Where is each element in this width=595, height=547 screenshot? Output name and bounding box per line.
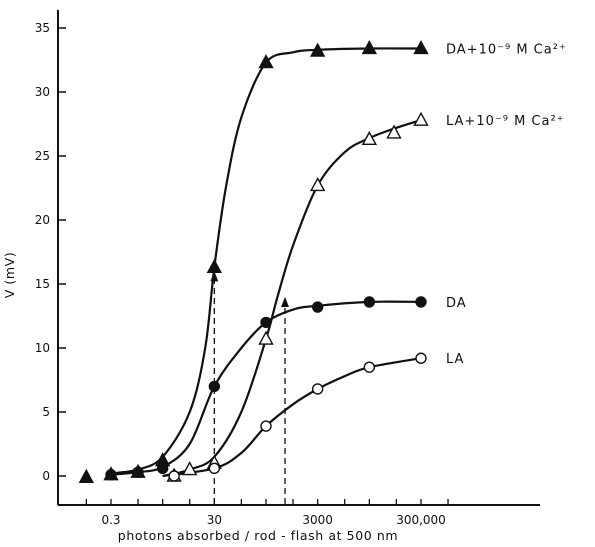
data-point-circle: [168, 470, 180, 482]
series-label-1: LA+10⁻⁹ M Ca²⁺: [446, 114, 565, 129]
y-tick-label: 5: [42, 405, 50, 419]
y-axis-title: V (mV): [2, 252, 17, 299]
data-point-triangle: [78, 468, 95, 483]
x-tick-label: 3000: [302, 513, 333, 527]
data-point-triangle: [361, 40, 378, 55]
x-axis-ticks: 0.3 30 3000 300,000: [85, 499, 449, 527]
series-curve-3: [162, 357, 422, 478]
data-point-circle: [415, 352, 427, 364]
series-label-2: DA: [446, 296, 467, 311]
y-tick-label: 20: [35, 213, 50, 227]
data-point-circle: [208, 462, 221, 475]
series-curves: [110, 47, 422, 478]
data-point-triangle: [309, 42, 326, 57]
series-curve-1: [162, 119, 422, 478]
y-tick-label: 25: [35, 149, 50, 163]
series-curve-2: [110, 300, 422, 476]
data-point-triangle: [182, 461, 198, 476]
data-point-triangle: [386, 124, 402, 139]
x-axis-title: photons absorbed / rod - flash at 500 nm: [118, 528, 398, 543]
data-point-circle: [132, 466, 144, 478]
y-tick-label: 30: [35, 85, 50, 99]
data-point-triangle: [413, 40, 429, 55]
series-label-0: DA+10⁻⁹ M Ca²⁺: [446, 42, 567, 57]
x-tick-label: 300,000: [396, 513, 446, 527]
data-point-triangle: [361, 130, 378, 146]
y-tick-label: 10: [35, 341, 50, 355]
data-point-circle: [363, 361, 376, 373]
y-axis-ticks: 0 5 10 15 20 25 30 35: [35, 21, 66, 483]
data-point-circle: [208, 380, 221, 393]
data-point-triangle: [258, 54, 274, 69]
data-point-circle: [260, 420, 272, 432]
data-point-circle: [260, 316, 272, 329]
data-point-circle: [363, 296, 376, 308]
axes: [57, 10, 540, 506]
data-point-triangle: [206, 258, 223, 274]
y-tick-label: 0: [42, 469, 50, 483]
data-point-circle: [311, 301, 324, 313]
x-tick-label: 30: [207, 513, 222, 527]
series-label-3: LA: [446, 352, 464, 367]
x-tick-label: 0.3: [101, 513, 120, 527]
series-labels: DA+10⁻⁹ M Ca²⁺ LA+10⁻⁹ M Ca²⁺ DA LA: [446, 42, 567, 367]
y-tick-label: 35: [35, 21, 50, 35]
data-point-triangle: [258, 330, 274, 345]
y-tick-label: 15: [35, 277, 50, 291]
data-point-triangle: [309, 176, 326, 192]
data-point-circle: [311, 383, 324, 395]
series-markers: [78, 40, 429, 483]
arrow-head: [281, 296, 290, 307]
data-point-circle: [105, 469, 117, 481]
data-point-circle: [156, 462, 169, 475]
data-point-circle: [415, 296, 427, 308]
data-point-triangle: [413, 111, 429, 126]
series-curve-0: [110, 47, 422, 475]
